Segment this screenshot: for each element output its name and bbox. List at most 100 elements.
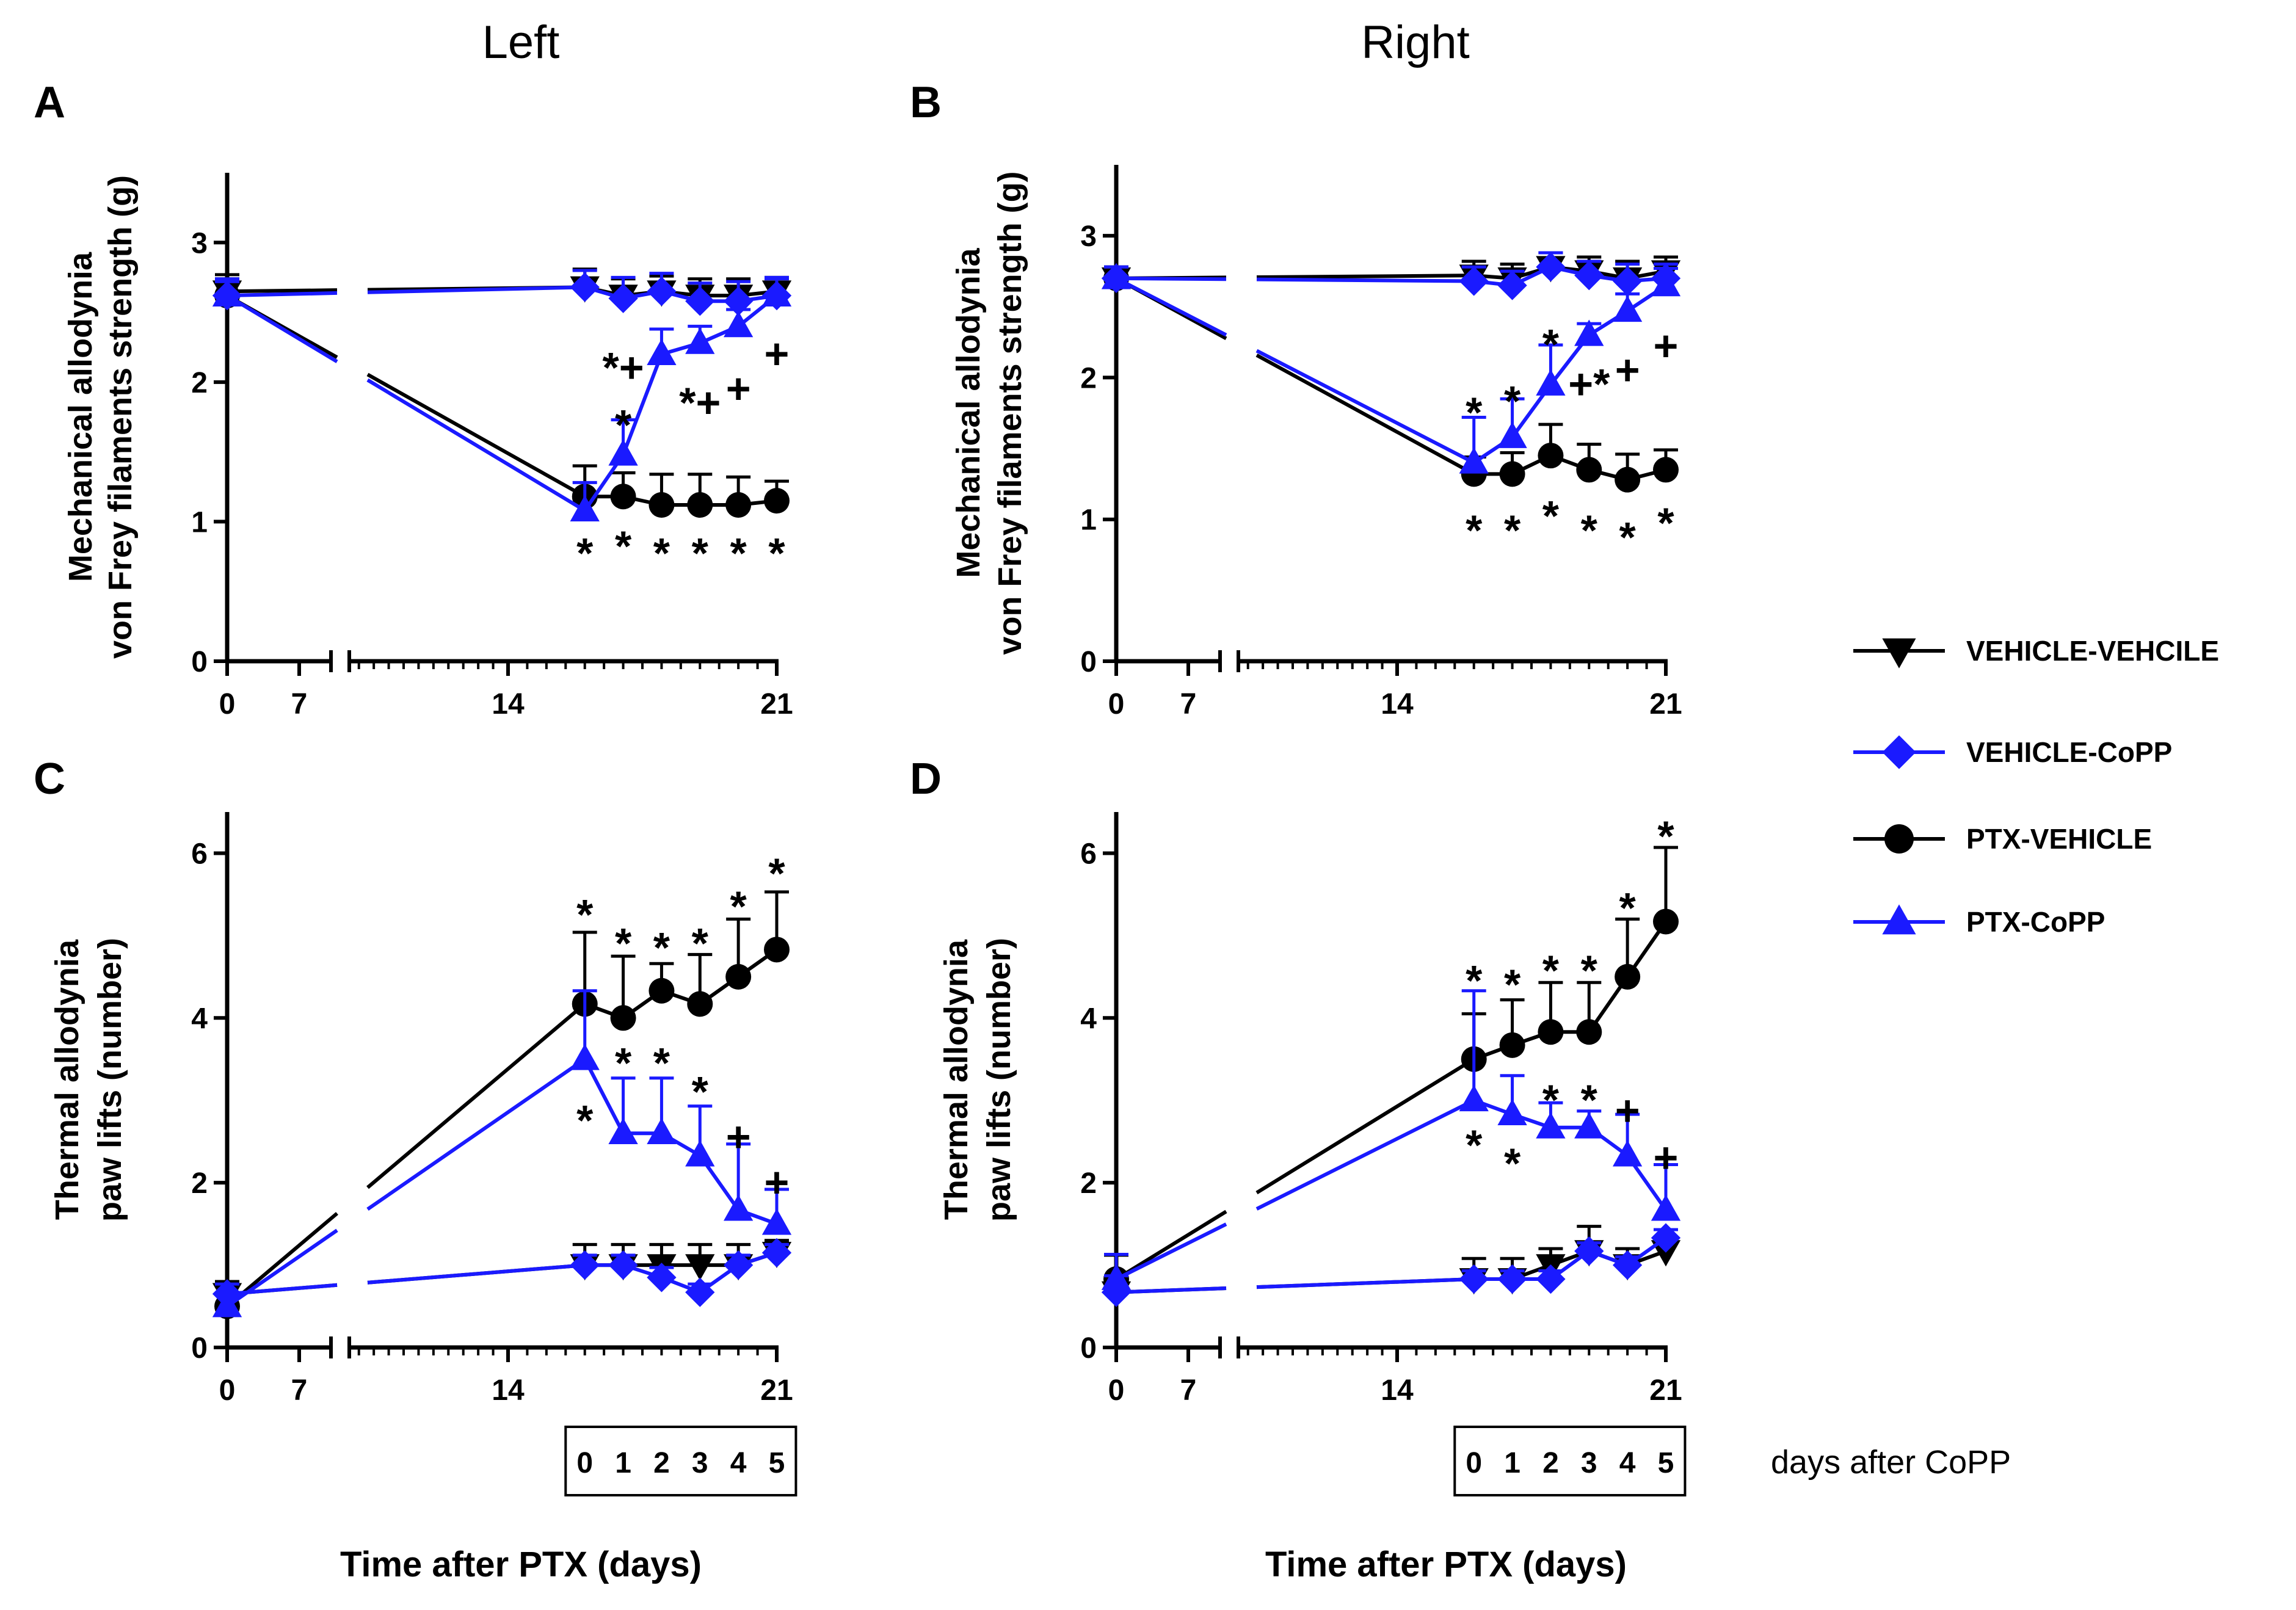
data-point-vehicle-copp <box>608 1250 638 1280</box>
data-point-ptx-vehicle <box>687 492 713 518</box>
data-point-ptx-vehicle <box>1653 457 1679 483</box>
series-line-segment <box>1255 349 1475 465</box>
y-axis: 0 1 2 3 <box>191 173 230 678</box>
days-after-copp-label: 4 <box>730 1447 747 1479</box>
series-line-segment <box>226 294 338 363</box>
significance-mark: * <box>576 891 594 938</box>
x-axis: 0 7 14 21 <box>219 1336 793 1407</box>
y-tick-label: 3 <box>1080 220 1097 253</box>
y-tick-label: 1 <box>191 506 208 538</box>
data-point-vehicle-copp <box>1101 1277 1132 1307</box>
panel-letter-c: C <box>34 755 65 803</box>
data-point-vehicle-copp <box>1459 266 1489 296</box>
x-tick-label: 21 <box>1649 1374 1682 1407</box>
y-tick-label: 2 <box>191 1167 208 1200</box>
y-tick-label: 6 <box>1080 838 1097 870</box>
x-tick-label: 14 <box>492 1374 525 1407</box>
y-axis-label-line: Thermal allodynia <box>49 939 85 1220</box>
series-line-segment <box>227 1283 338 1296</box>
series-line-segment <box>367 1263 585 1285</box>
legend-item-vehicle-copp: VEHICLE-CoPP <box>1853 735 2172 769</box>
x-tick-label: 0 <box>219 1374 236 1407</box>
y-tick-label: 0 <box>191 1332 208 1365</box>
significance-mark: *+ <box>679 379 721 426</box>
data-point-ptx-copp <box>1612 1140 1643 1167</box>
data-point-vehicle-copp <box>1536 1264 1566 1294</box>
series-vehicle-copp <box>1101 1223 1681 1307</box>
data-point-vehicle-copp <box>1459 1264 1489 1294</box>
data-point-vehicle-copp <box>1612 266 1643 296</box>
data-point-vehicle-copp <box>212 1279 242 1309</box>
series-line-segment <box>1255 1098 1475 1211</box>
data-point-ptx-vehicle <box>1653 908 1679 935</box>
data-point-vehicle-copp <box>1101 263 1132 293</box>
series-vehicle-copp <box>212 269 792 316</box>
x-tick-label: 21 <box>1649 688 1682 720</box>
data-point-vehicle-copp <box>685 286 715 316</box>
series-line-segment <box>583 1058 625 1134</box>
significance-mark: +* <box>1568 360 1610 408</box>
data-point-ptx-vehicle <box>687 991 713 1017</box>
significance-mark: * <box>576 529 594 577</box>
series-group <box>212 267 792 521</box>
legend-label: VEHICLE-CoPP <box>1966 736 2172 768</box>
series-ptx-vehicle <box>1103 846 1679 1293</box>
x-tick-label: 14 <box>1381 688 1414 720</box>
data-point-ptx-copp <box>761 1208 792 1235</box>
significance-mark: * <box>1504 506 1521 554</box>
data-point-vehicle-copp <box>761 280 792 311</box>
x-tick-label: 21 <box>760 688 793 720</box>
y-tick-label: 2 <box>191 367 208 399</box>
days-after-copp-label: 1 <box>1504 1447 1520 1479</box>
data-point-vehicle-copp <box>761 1238 792 1267</box>
data-point-ptx-vehicle <box>610 1005 636 1031</box>
legend-item-ptx-vehicle: PTX-VEHICLE <box>1853 823 2152 855</box>
data-point-vehicle-copp <box>723 1250 754 1280</box>
series-line-segment <box>1116 276 1227 281</box>
days-after-copp-label: 3 <box>692 1447 708 1479</box>
significance-mark: + <box>765 330 790 377</box>
x-axis: 0 7 14 21 <box>1108 650 1682 720</box>
series-line-segment <box>366 378 586 512</box>
data-point-vehicle-copp <box>647 277 677 306</box>
days-after-copp-box <box>1453 1426 1687 1496</box>
x-tick-label: 7 <box>1180 688 1197 720</box>
significance-mark: * <box>692 529 709 577</box>
data-point-vehicle-copp <box>1651 1223 1681 1253</box>
series-vehicle-vehcile <box>1101 1225 1681 1308</box>
data-point-vehicle-copp <box>570 272 600 302</box>
x-axis: 0 7 14 21 <box>219 650 793 720</box>
data-point-vehicle-copp <box>1497 270 1527 300</box>
legend-marker <box>1882 638 1916 669</box>
data-point-ptx-vehicle <box>725 492 752 518</box>
series-line-segment <box>1256 274 1474 280</box>
significance-mark: * <box>768 849 785 897</box>
series-line-segment <box>1115 277 1227 337</box>
significance-mark: *+ <box>603 344 644 391</box>
x-tick-label: 0 <box>1108 688 1125 720</box>
data-point-vehicle-copp <box>1651 263 1681 293</box>
y-axis: 0 2 4 6 <box>191 812 230 1365</box>
data-point-vehicle-copp <box>608 283 638 313</box>
y-axis-label-line: paw lifts (number) <box>981 938 1017 1222</box>
series-line-segment <box>366 372 586 498</box>
series-line-segment <box>366 1057 586 1211</box>
y-tick-label: 2 <box>1080 362 1097 394</box>
days-after-copp-label: 0 <box>576 1447 593 1479</box>
series-line-segment <box>226 1228 338 1308</box>
days-after-copp-label: 1 <box>615 1447 631 1479</box>
significance-mark: * <box>1619 513 1637 561</box>
data-point-vehicle-copp <box>1497 1264 1527 1294</box>
x-axis: 0 7 14 21 <box>1108 1336 1682 1407</box>
y-tick-label: 0 <box>1080 646 1097 678</box>
data-point-ptx-copp <box>608 1118 638 1145</box>
days-after-copp-label: 2 <box>1542 1447 1559 1479</box>
data-point-vehicle-copp <box>212 280 242 311</box>
significance-mark: * <box>1542 321 1560 368</box>
significance-mark: * <box>1466 957 1483 1004</box>
legend-item-ptx-copp: PTX-CoPP <box>1853 904 2105 938</box>
data-point-ptx-vehicle <box>764 937 790 963</box>
